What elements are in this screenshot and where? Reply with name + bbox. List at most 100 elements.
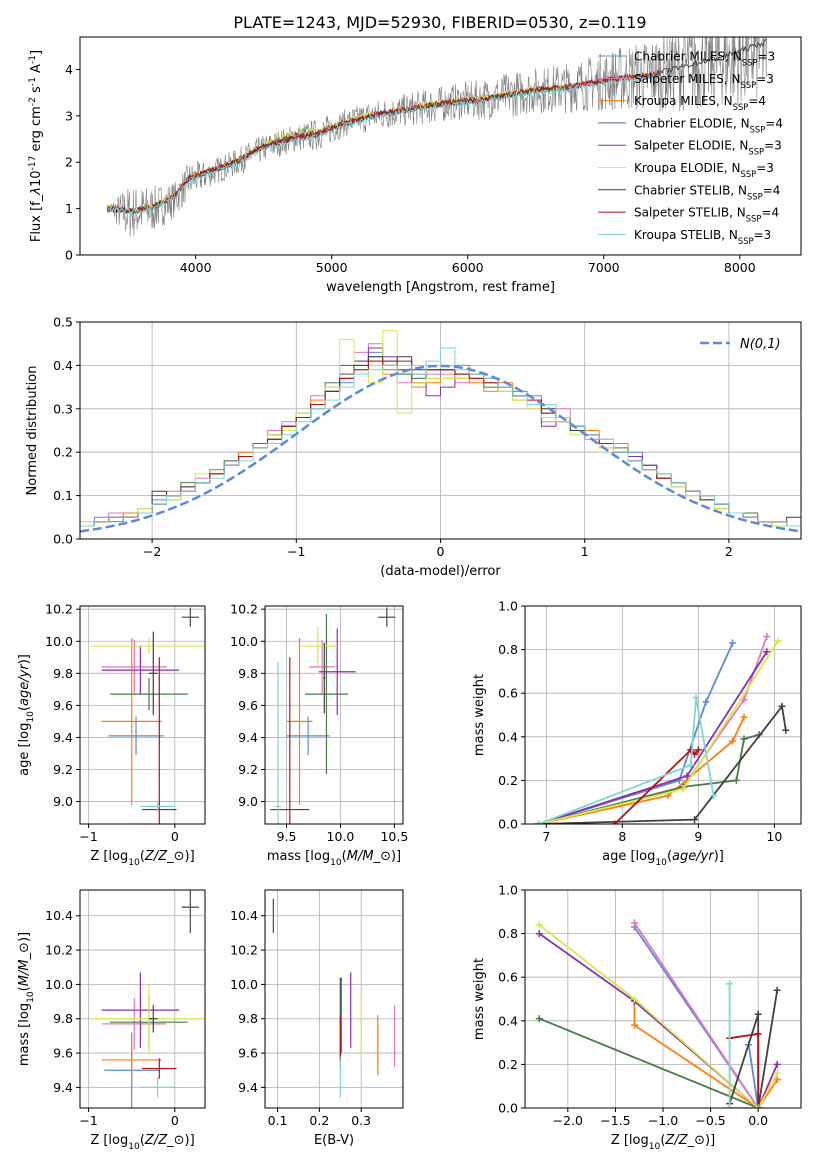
legend-label: Kroupa STELIB, NSSP=3 (634, 228, 771, 246)
x-tick-label: 8 (618, 829, 626, 844)
y-tick-label: 0.4 (53, 358, 73, 373)
axes-frame (79, 36, 802, 256)
mass-weight-marker (535, 921, 543, 929)
x-tick-label: 9 (694, 829, 702, 844)
y-tick-label: 2 (65, 155, 73, 170)
x-tick-label: −1 (79, 829, 97, 844)
x-tick-label: 0 (437, 544, 445, 559)
x-axis-label: mass [log10(M/M_⊙)] (267, 849, 401, 868)
mass-weight-marker (740, 696, 748, 704)
mass-weight-marker (754, 1104, 762, 1108)
mass-weight-marker (687, 761, 695, 769)
y-tick-label: 9.4 (53, 1080, 73, 1095)
panel-spectrum: 4000 5000 6000 7000 8000 0 1 2 3 4 wavelength [Ang… (28, 36, 802, 295)
plot-area (270, 607, 396, 824)
mass-weight-line (728, 983, 759, 1108)
y-tick-label: 0.8 (498, 642, 518, 657)
y-tick-label: 9.4 (53, 730, 73, 745)
mass-weight-line (538, 716, 745, 824)
y-tick-label: 9.6 (53, 1046, 73, 1061)
mass-weight-marker (702, 698, 710, 706)
axes-frame (264, 889, 404, 1109)
x-tick-label: 2 (725, 544, 733, 559)
axes-frame (79, 605, 206, 825)
y-tick-label: 0.5 (53, 315, 73, 330)
y-tick-label: 10.2 (230, 602, 258, 617)
y-tick-label: 9.8 (53, 666, 73, 681)
x-tick-label: 0.2 (309, 1113, 329, 1128)
y-tick-label: 0.3 (53, 401, 73, 416)
legend-label: Chabrier ELODIE, NSSP=4 (634, 116, 783, 134)
y-tick-label: 10.0 (230, 634, 258, 649)
y-tick-label: 1.0 (498, 599, 518, 614)
mass-weight-marker (535, 820, 543, 824)
axes-frame (524, 605, 802, 825)
mass-weight-line (538, 1017, 759, 1108)
y-tick-label: 0.6 (498, 970, 518, 985)
legend-label: N(0,1) (740, 337, 781, 352)
y-tick-label: 0.1 (53, 488, 73, 503)
y-tick-label: 9.6 (238, 1046, 258, 1061)
plot-area (535, 919, 781, 1108)
gaussian-curve (80, 364, 801, 533)
x-tick-label: −1.0 (648, 1113, 678, 1128)
x-tick-label: 1 (581, 544, 589, 559)
x-tick-label: 7 (542, 829, 550, 844)
y-tick-label: 9.8 (238, 666, 258, 681)
axes-frame (264, 605, 404, 825)
y-tick-label: 3 (65, 108, 73, 123)
x-tick-label: 0 (171, 1113, 179, 1128)
y-tick-label: 10.2 (45, 602, 73, 617)
figure-title: PLATE=1243, MJD=52930, FIBERID=0530, z=0… (233, 13, 646, 32)
y-axis-label: mass weight (472, 958, 487, 1040)
model-spectrum-line (106, 72, 659, 216)
panel-age-vs-mass: 9.5 10.0 10.5 9.0 9.2 9.4 9.6 9.8 10.0 10.2 mass [… (230, 602, 408, 868)
mass-weight-marker (754, 1030, 762, 1038)
y-tick-label: 0.4 (498, 1013, 518, 1028)
y-tick-label: 9.0 (53, 794, 73, 809)
y-tick-label: 0.0 (498, 817, 518, 832)
mass-weight-marker (630, 995, 638, 1003)
y-tick-label: 0.8 (498, 926, 518, 941)
y-tick-label: 1.0 (498, 883, 518, 898)
mass-weight-marker (732, 776, 740, 784)
legend-label: Chabrier MILES, NSSP=3 (634, 50, 775, 68)
panel-mass-vs-metallicity: −1 0 9.4 9.6 9.8 10.0 10.2 10.4 Z [log10(Z/Z_⊙)]… (17, 889, 206, 1152)
y-tick-label: 10.0 (45, 634, 73, 649)
panel-mass-vs-ebv: 0.1 0.2 0.3 9.4 9.6 9.8 10.0 10.2 10.4 E(B-V) (230, 889, 404, 1148)
plot-area (91, 607, 205, 824)
mass-weight-marker (726, 1104, 734, 1108)
mass-weight-marker (679, 785, 687, 793)
x-tick-label: −0.5 (695, 1113, 725, 1128)
y-tick-label: 10.2 (45, 943, 73, 958)
y-tick-label: 9.6 (238, 698, 258, 713)
x-tick-label: 7000 (588, 260, 620, 275)
y-tick-label: 4 (65, 62, 73, 77)
y-tick-label: 0.2 (53, 445, 73, 460)
mass-weight-marker (710, 792, 718, 800)
mass-weight-marker (726, 980, 734, 988)
x-tick-label: 10 (766, 829, 782, 844)
y-tick-label: 9.6 (53, 698, 73, 713)
mass-weight-marker (692, 694, 700, 702)
mass-weight-marker (683, 772, 691, 780)
panel-mass-weight-vs-metallicity: −2.0 −1.5 −1.0 −0.5 0.0 0.0 0.2 0.4 0.6 0.8 1.0 Z [… (472, 883, 802, 1152)
mass-weight-marker (774, 637, 782, 645)
mass-weight-marker (729, 737, 737, 745)
legend-label: Kroupa MILES, NSSP=4 (634, 94, 766, 112)
mass-weight-marker (630, 1021, 638, 1029)
mass-weight-marker (611, 820, 619, 824)
mass-weight-marker (535, 1015, 543, 1023)
x-tick-label: −1.5 (600, 1113, 630, 1128)
y-tick-label: 9.4 (238, 730, 258, 745)
legend-label: Kroupa ELODIE, NSSP=3 (634, 161, 774, 179)
x-axis-label: E(B-V) (314, 1133, 354, 1148)
plot-area (91, 890, 205, 1108)
mass-weight-marker (778, 702, 786, 710)
legend-label: Salpeter MILES, NSSP=3 (634, 72, 774, 90)
x-tick-label: 0.3 (351, 1113, 371, 1128)
y-axis-label: Flux [f_λ10-17 erg cm-2 s-1 A-1] (28, 50, 44, 242)
x-tick-label: −2 (143, 544, 161, 559)
x-axis-label: (data-model)/error (380, 564, 501, 579)
